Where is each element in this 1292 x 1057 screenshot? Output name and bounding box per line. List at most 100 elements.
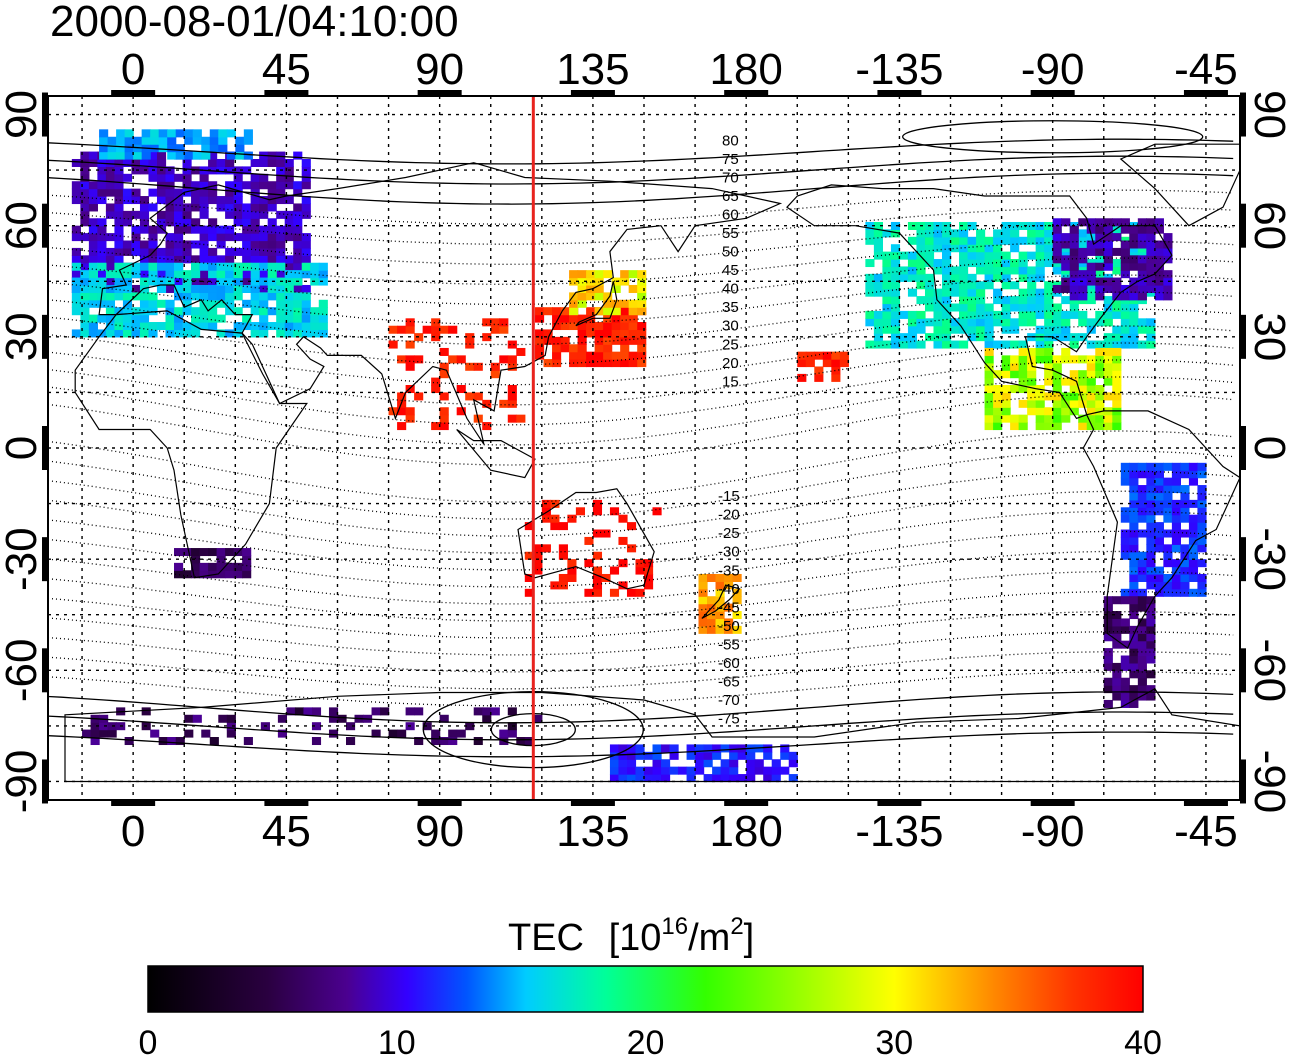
contour-label-south: -60 (718, 655, 740, 672)
tec-cell (814, 373, 824, 382)
lat-left-label: -90 (0, 750, 46, 814)
tec-cell (724, 573, 734, 582)
tec-cell (993, 414, 1003, 423)
frame-tick-left (42, 314, 48, 359)
tec-cell (507, 340, 517, 349)
tec-cell (88, 218, 98, 227)
tec-cell (1112, 340, 1122, 349)
frame-tick-left (42, 537, 48, 582)
tec-cell (1086, 296, 1096, 305)
tec-cell (831, 373, 841, 382)
tec-cell (1078, 270, 1088, 279)
tec-cell (1001, 407, 1011, 416)
tec-cell (507, 399, 517, 408)
tec-cell (209, 129, 219, 138)
tec-cell (1137, 225, 1147, 234)
tec-cell (1188, 522, 1199, 531)
tec-cell (233, 562, 243, 571)
tec-cell (1103, 633, 1113, 642)
tec-cell (150, 729, 160, 738)
contour-label-north: 45 (722, 262, 739, 279)
tec-cell (105, 210, 116, 219)
tec-cell (967, 288, 977, 297)
tec-cell (182, 181, 192, 190)
tec-cell (1129, 284, 1139, 293)
tec-cell (1154, 270, 1164, 279)
tec-cell (499, 399, 509, 408)
tec-cell (1163, 559, 1173, 568)
tec-cell (1103, 233, 1113, 242)
tec-cell (1035, 422, 1045, 431)
tec-cell (533, 714, 543, 723)
tec-cell (233, 277, 243, 286)
tec-cell (984, 422, 994, 431)
tec-cell (1052, 325, 1062, 334)
tec-cell (1112, 677, 1122, 686)
tec-cell (652, 751, 662, 760)
tec-cell (592, 551, 603, 560)
tec-cell (1001, 303, 1011, 312)
tec-cell (993, 310, 1003, 319)
tec-cell (293, 181, 303, 190)
tec-cell (1027, 236, 1037, 245)
tec-cell (114, 262, 124, 271)
tec-cell (873, 288, 883, 297)
tec-cell (405, 414, 415, 423)
tec-cell (431, 377, 441, 386)
tec-cell (233, 292, 243, 301)
tec-cell (797, 351, 807, 360)
tec-cell (1069, 284, 1079, 293)
tec-cell (242, 218, 252, 227)
tec-cell (131, 262, 141, 271)
tec-cell (1197, 529, 1207, 538)
tec-cell (635, 566, 645, 575)
tec-cell (533, 559, 543, 568)
tec-cell (754, 759, 764, 768)
frame-tick-top (1183, 90, 1228, 96)
tec-cell (90, 737, 100, 746)
tec-cell (284, 173, 294, 182)
tec-cell (732, 588, 742, 597)
tec-cell (122, 210, 133, 219)
tec-cell (737, 751, 747, 760)
tec-cell (524, 551, 534, 560)
tec-cell (301, 299, 311, 308)
tec-cell (1154, 218, 1164, 227)
tec-cell (1120, 677, 1130, 686)
tec-cell (293, 240, 303, 249)
tec-cell (882, 310, 892, 319)
tec-cell (116, 136, 126, 145)
tec-cell (541, 507, 551, 516)
tec-cell (933, 229, 943, 238)
tec-cell (267, 247, 277, 256)
tec-cell (984, 392, 994, 401)
tec-cell (216, 555, 226, 564)
map-area: 8075706560555045403530252015-15-20-25-30… (48, 96, 1240, 800)
tec-cell (259, 225, 269, 234)
tec-cell (524, 522, 534, 531)
tec-cell (1010, 325, 1020, 334)
tec-cell (552, 351, 562, 360)
tec-cell (242, 314, 252, 323)
tec-cell (148, 299, 158, 308)
tec-cell (216, 158, 226, 167)
tec-cell (737, 774, 747, 783)
tec-cell (242, 555, 252, 564)
tec-cell (865, 229, 875, 238)
lat-left-label: -60 (0, 639, 46, 703)
tec-cell (1180, 529, 1190, 538)
tec-cell (535, 329, 545, 338)
tec-cell (174, 329, 184, 338)
tec-cell (746, 774, 756, 783)
tec-cell (967, 221, 977, 230)
tec-cell (97, 225, 107, 234)
tec-cell (1120, 655, 1130, 664)
tec-cell (191, 203, 201, 212)
tec-cell (916, 296, 926, 305)
tec-cell (507, 414, 517, 423)
tec-cell (601, 529, 611, 538)
tec-cell (967, 296, 977, 305)
tec-cell (959, 340, 969, 349)
tec-cell (652, 766, 662, 775)
